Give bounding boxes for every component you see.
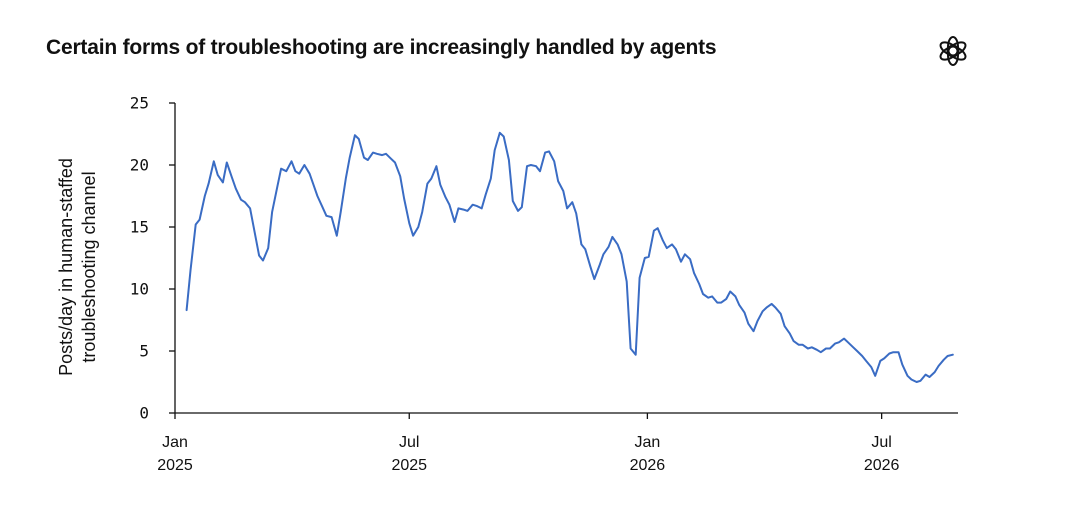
y-axis-label: Posts/day in human-staffed troubleshooti…: [56, 158, 99, 376]
series-layer: [185, 131, 954, 383]
y-axis: 0 5 10 15 20 25: [130, 94, 176, 423]
openai-logo-icon: [939, 36, 967, 66]
x-tick-label: Jan 2026: [630, 434, 666, 474]
x-tick-label: Jul 2025: [391, 434, 427, 474]
y-tick-label: 10: [130, 280, 149, 299]
chart-title: Certain forms of troubleshooting are inc…: [46, 36, 717, 59]
y-tick-label: 15: [130, 218, 149, 237]
x-tick-label: Jan 2025: [157, 434, 193, 474]
y-axis-label-line-2: troubleshooting channel: [79, 171, 99, 362]
y-tick-label: 5: [139, 342, 149, 361]
y-axis-label-line-1: Posts/day in human-staffed: [56, 158, 76, 376]
x-tick-label: Jul 2026: [864, 434, 900, 474]
y-tick-label: 25: [130, 94, 149, 113]
y-tick-label: 0: [139, 404, 149, 423]
series-line: [185, 131, 954, 383]
x-axis: Jan 2025 Jul 2025 Jan 2026 Jul 2026: [157, 412, 958, 474]
y-tick-label: 20: [130, 156, 149, 175]
